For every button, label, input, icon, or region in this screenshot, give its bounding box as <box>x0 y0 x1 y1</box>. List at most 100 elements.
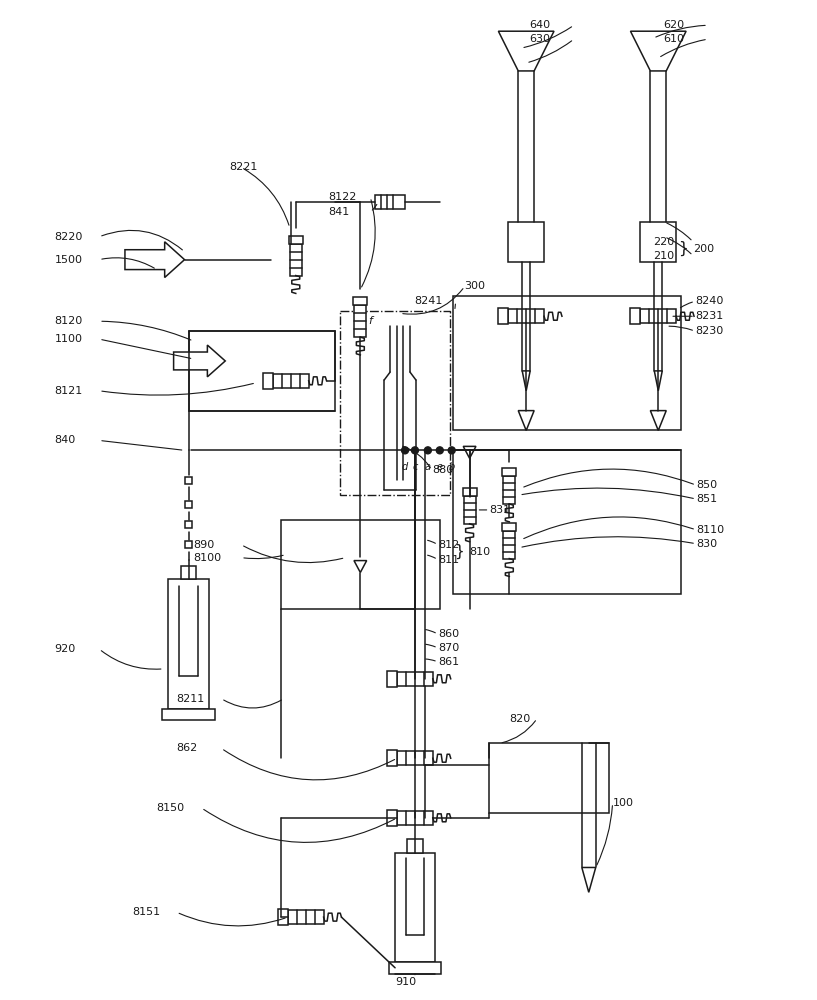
Bar <box>263 373 273 389</box>
Text: d: d <box>402 462 408 472</box>
Bar <box>341 311 449 495</box>
Text: f: f <box>368 316 373 326</box>
Bar <box>354 297 368 305</box>
Bar <box>189 331 336 411</box>
Bar <box>281 520 440 609</box>
Text: 820: 820 <box>509 714 530 724</box>
Text: a: a <box>425 462 431 472</box>
Polygon shape <box>650 411 666 430</box>
Text: 910: 910 <box>395 977 416 987</box>
Text: 210: 210 <box>654 251 675 261</box>
Circle shape <box>412 447 418 454</box>
Text: 8231: 8231 <box>695 311 723 321</box>
Text: 8240: 8240 <box>695 296 723 306</box>
Text: 812: 812 <box>438 540 459 550</box>
Bar <box>278 909 288 925</box>
Bar <box>453 296 681 430</box>
Text: 8241: 8241 <box>414 296 443 306</box>
Text: e: e <box>437 462 443 472</box>
Circle shape <box>449 447 455 454</box>
Bar <box>453 450 681 594</box>
Bar <box>395 853 435 962</box>
Polygon shape <box>582 867 596 892</box>
Bar <box>463 496 475 524</box>
Bar <box>631 308 641 324</box>
Bar <box>355 305 366 337</box>
Text: 220: 220 <box>654 237 675 247</box>
Text: 831: 831 <box>489 505 511 515</box>
Text: b: b <box>449 462 455 472</box>
Text: 830: 830 <box>696 539 717 549</box>
Bar <box>185 477 192 484</box>
Circle shape <box>436 447 444 454</box>
Polygon shape <box>631 31 686 71</box>
Text: 8220: 8220 <box>55 232 83 242</box>
Text: 610: 610 <box>663 34 685 44</box>
Text: 862: 862 <box>176 743 198 753</box>
Text: 850: 850 <box>696 480 717 490</box>
Text: }: } <box>453 544 463 559</box>
Bar <box>397 751 433 765</box>
Bar <box>289 236 303 244</box>
Text: 1500: 1500 <box>55 255 83 265</box>
Bar <box>185 521 192 528</box>
Bar <box>387 750 397 766</box>
Text: 8110: 8110 <box>696 525 724 535</box>
Text: 630: 630 <box>529 34 550 44</box>
Polygon shape <box>498 31 554 71</box>
Bar <box>462 488 476 496</box>
Text: 851: 851 <box>696 494 717 504</box>
Bar <box>397 811 433 825</box>
Bar <box>508 222 544 262</box>
Circle shape <box>401 447 408 454</box>
Bar <box>489 743 609 813</box>
Bar <box>641 222 676 262</box>
Text: 840: 840 <box>55 435 76 445</box>
Bar <box>387 671 397 687</box>
Bar <box>181 566 196 579</box>
Text: 8120: 8120 <box>55 316 83 326</box>
Polygon shape <box>125 242 185 278</box>
Bar <box>641 309 676 323</box>
Text: 8122: 8122 <box>328 192 357 202</box>
Text: 8221: 8221 <box>230 162 257 172</box>
Text: 920: 920 <box>55 644 76 654</box>
Bar <box>407 839 423 853</box>
Text: 8211: 8211 <box>176 694 205 704</box>
Bar <box>508 309 544 323</box>
Text: 890: 890 <box>194 540 215 550</box>
Polygon shape <box>654 371 663 391</box>
Bar <box>273 374 309 388</box>
Bar <box>502 523 516 531</box>
Text: 100: 100 <box>613 798 634 808</box>
Polygon shape <box>522 371 530 391</box>
Text: 870: 870 <box>438 643 459 653</box>
Bar <box>167 579 209 709</box>
Bar <box>389 962 441 974</box>
Text: 200: 200 <box>693 244 714 254</box>
Bar <box>498 308 508 324</box>
Text: 880: 880 <box>432 465 453 475</box>
Circle shape <box>424 447 431 454</box>
Bar <box>397 672 433 686</box>
Bar <box>387 810 397 826</box>
Bar <box>162 709 216 720</box>
Text: }: } <box>678 241 688 256</box>
Bar <box>375 195 405 209</box>
Text: 841: 841 <box>328 207 350 217</box>
Bar <box>185 501 192 508</box>
Polygon shape <box>518 411 534 430</box>
Text: 811: 811 <box>438 555 459 565</box>
Text: 640: 640 <box>529 20 551 30</box>
Bar <box>288 910 324 924</box>
Text: 861: 861 <box>438 657 459 667</box>
Text: 8150: 8150 <box>157 803 185 813</box>
Bar <box>185 541 192 548</box>
Text: c: c <box>413 462 417 472</box>
Text: 860: 860 <box>438 629 459 639</box>
Text: 8151: 8151 <box>132 907 160 917</box>
Text: 620: 620 <box>663 20 685 30</box>
Text: 8121: 8121 <box>55 386 83 396</box>
Text: 1100: 1100 <box>55 334 83 344</box>
Polygon shape <box>173 345 225 377</box>
